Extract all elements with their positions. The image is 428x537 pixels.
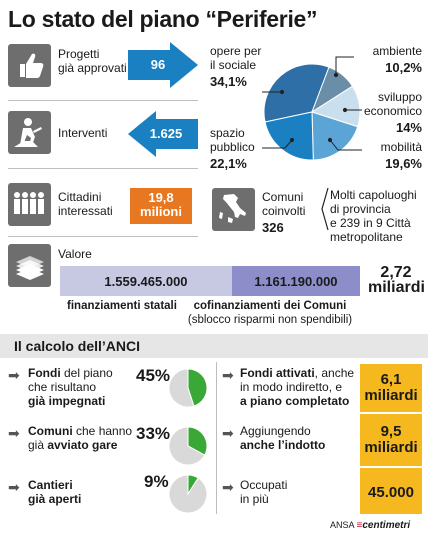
anci-right-2: Aggiungendo anche l’indotto — [240, 424, 326, 452]
valore-bar-chart: 1.559.465.000 1.161.190.000 — [60, 266, 360, 296]
divider — [8, 236, 198, 237]
comuni-note: Molti capoluoghi di provincia e 239 in 9… — [330, 188, 417, 244]
column-divider — [216, 362, 217, 514]
anci-right-1: Fondi attivati, anche in modo indiretto,… — [240, 366, 355, 408]
arrow-right-icon: ➡ — [8, 367, 20, 383]
brace-icon — [321, 187, 329, 231]
pie2-label: 33% — [136, 424, 171, 443]
anci-value-3: 45.000 — [368, 484, 414, 501]
pie-slice-4 — [264, 111, 314, 161]
bar-label-statali: finanziamenti statali — [67, 300, 177, 312]
pie-slice-0 — [263, 63, 330, 123]
interventi-arrow: 1.625 — [128, 111, 198, 157]
pie-slice-1 — [168, 368, 195, 408]
pie-label-ambiente: ambiente — [372, 44, 422, 58]
cantieri-pie-chart — [168, 474, 208, 514]
pie3-label: 9% — [144, 472, 169, 491]
arrow-right-icon: ➡ — [8, 425, 20, 441]
worker-icon — [8, 111, 51, 154]
cittadini-value: 19,8 — [148, 190, 174, 205]
comuni-value: 326 — [262, 220, 284, 235]
anci-value-1: 6,1 miliardi — [364, 371, 418, 404]
anci-right-3: Occupati in più — [240, 478, 288, 506]
money-stack-icon — [8, 244, 51, 287]
arrow-right-icon: ➡ — [222, 425, 234, 441]
interventi-label: Interventi — [58, 126, 108, 140]
bar-value-label-0: 1.559.465.000 — [104, 274, 187, 289]
cittadini-label: Cittadini interessati — [58, 190, 113, 218]
source-credit: ANSA ≡centimetri — [330, 520, 411, 531]
pie-value-mobilita: 19,6% — [385, 156, 422, 171]
cittadini-value-box: 19,8 milioni — [130, 188, 192, 224]
italy-map-icon — [212, 188, 255, 231]
anci-values-column — [360, 364, 422, 514]
pie-label-sviluppo: sviluppo economico — [363, 90, 422, 118]
thumbs-up-icon — [8, 44, 51, 87]
people-icon — [8, 183, 51, 226]
pie-label-spazio: spazio pubblico — [210, 126, 255, 154]
bar-value-label-1: 1.161.190.000 — [254, 274, 337, 289]
interventi-value: 1.625 — [149, 126, 183, 141]
pie1-label: 45% — [136, 366, 171, 385]
progetti-value: 96 — [150, 57, 166, 72]
arrow-right-icon: ➡ — [8, 479, 20, 495]
progetti-label: Progetti già approvati — [58, 47, 127, 75]
anci-value-2: 9,5 miliardi — [364, 423, 418, 456]
bar-segment-1 — [231, 266, 360, 296]
impegnati-pie-chart — [168, 368, 208, 408]
pie-label-sociale: opere per il sociale — [210, 44, 262, 72]
pie-value-sviluppo: 14% — [395, 120, 422, 135]
divider — [8, 168, 198, 169]
valore-total: 2,72 miliardi — [368, 264, 425, 296]
arrow-right-icon: ➡ — [222, 479, 234, 495]
bar-label-comuni-note: (sblocco risparmi non spendibili) — [187, 314, 353, 326]
divider — [8, 100, 198, 101]
progetti-arrow: 96 — [128, 42, 198, 88]
anci-header: Il calcolo dell’ANCI — [0, 334, 428, 358]
pie-label-mobilita: mobilità — [380, 140, 422, 154]
arrow-right-icon: ➡ — [222, 367, 234, 383]
anci-left-3: Cantieri già aperti — [28, 478, 82, 506]
divider — [360, 466, 422, 468]
pie-value-spazio: 22,1% — [210, 156, 247, 171]
pie-slice-1 — [168, 474, 208, 514]
anci-left-2: Comuni che hanno già avviato gare — [28, 424, 133, 452]
bar-label-comuni: cofinanziamenti dei Comuni — [193, 300, 347, 312]
cittadini-unit: milioni — [140, 204, 182, 219]
valore-label: Valore — [58, 247, 92, 261]
page-title: Lo stato del piano “Periferie” — [8, 6, 318, 32]
pie-value-sociale: 34,1% — [210, 74, 247, 89]
bar-segment-0 — [60, 266, 232, 296]
pie-slice-0 — [187, 368, 208, 407]
divider — [360, 412, 422, 414]
pie-value-ambiente: 10,2% — [385, 60, 422, 75]
anci-left-1: Fondi del piano che risultano già impegn… — [28, 366, 113, 408]
pie-slice-1 — [168, 426, 206, 466]
gare-pie-chart — [168, 426, 208, 466]
comuni-label: Comuni coinvolti — [262, 190, 306, 218]
